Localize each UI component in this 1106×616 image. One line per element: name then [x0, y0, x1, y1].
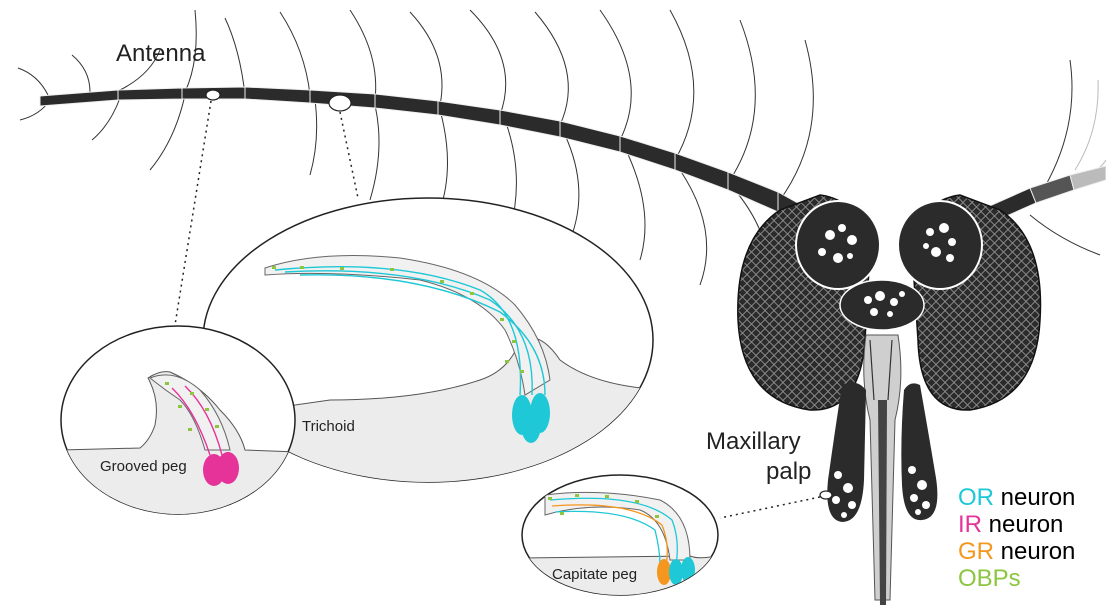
- palp-sensilla: [832, 466, 930, 518]
- left-maxillary-palp: [827, 382, 866, 522]
- legend-rest-ir: neuron: [982, 511, 1064, 538]
- capitate-peg-window: [819, 490, 833, 500]
- capitate-peg-inset: [521, 474, 719, 596]
- capitate-peg-label: Capitate peg: [552, 566, 638, 583]
- proboscis-core: [878, 400, 887, 605]
- socket-sensilla: [818, 223, 956, 263]
- leader-lines: [174, 100, 821, 519]
- legend-abbr-gr: GR: [958, 538, 994, 565]
- antenna-label: Antenna: [116, 40, 206, 67]
- legend-item-obps: OBPs: [958, 565, 1075, 592]
- clypeus: [839, 279, 925, 331]
- legend-abbr-or: OR: [958, 484, 994, 511]
- legend: OR neuron IR neuron GR neuron OBPs: [958, 484, 1075, 592]
- grooved-peg-window: [205, 89, 221, 101]
- right-antenna-faint-hairs: [1074, 79, 1106, 181]
- legend-item-or: OR neuron: [958, 484, 1075, 511]
- right-maxillary-palp: [901, 383, 938, 521]
- legend-rest-gr: neuron: [994, 538, 1076, 565]
- legend-rest-or: neuron: [994, 484, 1076, 511]
- left-antennal-socket: [795, 200, 881, 290]
- legend-item-gr: GR neuron: [958, 538, 1075, 565]
- grooved-peg-inset: [60, 325, 296, 515]
- legend-abbr-obps: OBPs: [958, 565, 1021, 592]
- maxillary-palp-label-line2: palp: [766, 458, 812, 485]
- right-antennal-socket: [897, 200, 983, 290]
- grooved-peg-label: Grooved peg: [100, 458, 187, 475]
- trichoid-window: [328, 94, 352, 112]
- trichoid-label: Trichoid: [302, 418, 355, 435]
- trichoid-inset: [202, 197, 654, 483]
- legend-item-ir: IR neuron: [958, 511, 1075, 538]
- maxillary-palp-label-line1: Maxillary: [706, 428, 801, 455]
- legend-abbr-ir: IR: [958, 511, 982, 538]
